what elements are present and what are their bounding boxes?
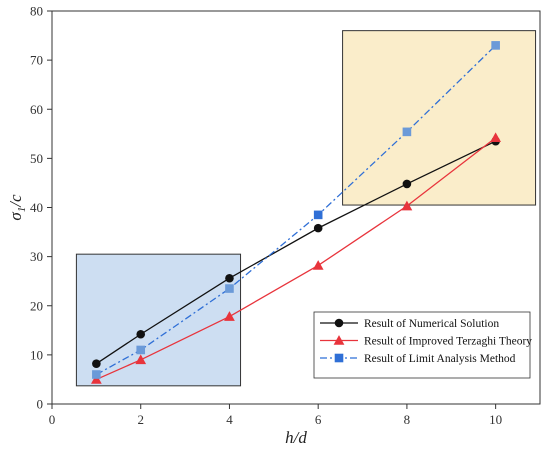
x-tick-label: 8 — [404, 412, 411, 427]
data-point — [225, 284, 234, 293]
y-axis-title: σ1/c — [6, 194, 28, 221]
x-tick-label: 4 — [226, 412, 233, 427]
data-point — [92, 359, 101, 369]
y-tick-label: 30 — [30, 249, 43, 264]
data-point — [313, 223, 323, 233]
data-point — [224, 311, 235, 321]
y-tick-label: 20 — [30, 298, 43, 313]
data-point — [92, 370, 101, 379]
legend-item: Result of Improved Terzaghi Theory — [320, 335, 532, 348]
y-tick-label: 0 — [37, 397, 44, 412]
y-tick-label: 40 — [30, 200, 43, 215]
x-tick-label: 6 — [315, 412, 322, 427]
x-tick-label: 2 — [137, 412, 144, 427]
series-line — [96, 44, 497, 376]
series-2 — [90, 132, 502, 384]
highlight-region-1 — [75, 253, 242, 387]
axis-ticks: 0 2 4 6 8 10 0 10 20 30 40 50 60 70 80 — [30, 4, 502, 428]
legend-label: Result of Numerical Solution — [364, 318, 499, 330]
data-point — [402, 127, 412, 137]
y-tick-label: 10 — [30, 347, 43, 362]
y-tick-label: 50 — [30, 151, 43, 166]
y-tick-label: 80 — [30, 4, 43, 19]
data-point — [135, 354, 147, 365]
data-point — [312, 260, 324, 270]
highlight-region-2 — [342, 30, 537, 206]
legend-swatch-marker — [333, 335, 345, 345]
legend-label: Result of Improved Terzaghi Theory — [364, 336, 532, 348]
data-point — [402, 179, 412, 189]
legend-item: Result of Limit Analysis Method — [320, 353, 516, 365]
series-1 — [92, 136, 500, 369]
legend: Result of Numerical Solution Result of Im… — [313, 311, 532, 379]
data-point — [225, 273, 234, 283]
data-point — [401, 200, 413, 211]
legend-label: Result of Limit Analysis Method — [364, 353, 516, 365]
y-tick-label: 70 — [30, 53, 43, 68]
y-axis-title-sub: 1 — [16, 207, 28, 213]
data-point — [90, 374, 102, 384]
legend-swatch-marker — [334, 318, 344, 328]
series-3 — [92, 41, 500, 379]
data-point — [490, 132, 502, 143]
series-line — [96, 137, 497, 381]
data-point — [136, 329, 146, 339]
y-axis-title-tail: /c — [6, 194, 25, 208]
y-tick-label: 60 — [30, 102, 43, 117]
data-point — [136, 345, 146, 355]
legend-swatch-marker — [334, 353, 344, 363]
y-axis-title-main: σ — [6, 212, 25, 221]
legend-item: Result of Numerical Solution — [320, 318, 499, 330]
x-tick-label: 0 — [49, 412, 56, 427]
data-point — [313, 210, 323, 220]
x-tick-label: 10 — [489, 412, 502, 427]
x-axis-title: h/d — [285, 428, 307, 447]
data-point — [491, 41, 500, 50]
series-layer — [90, 41, 502, 384]
series-line — [96, 140, 496, 365]
highlight-regions — [75, 30, 537, 387]
